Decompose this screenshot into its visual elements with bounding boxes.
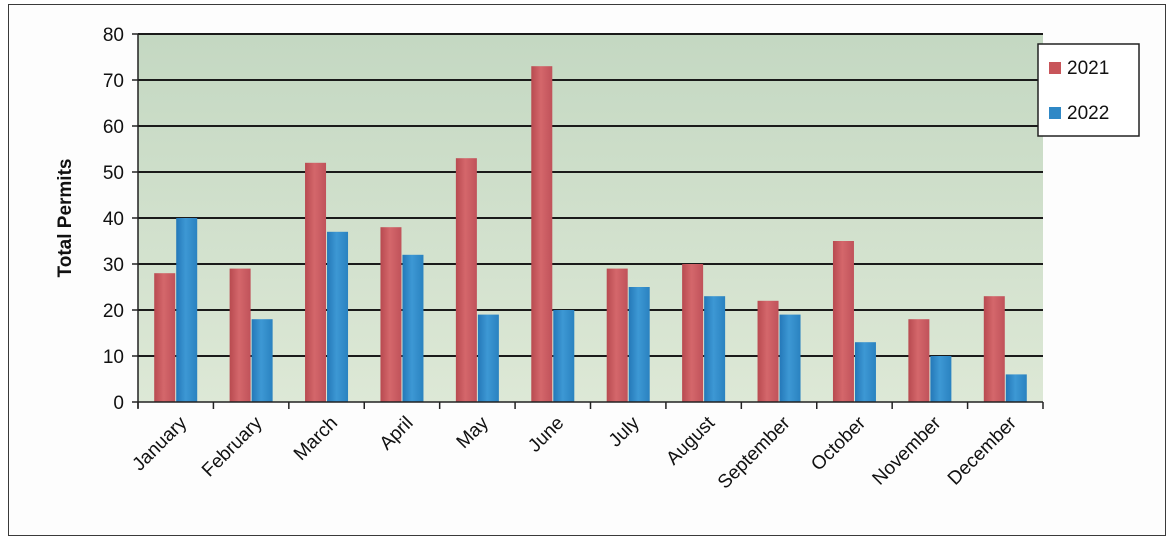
y-axis-label: Total Permits	[55, 159, 76, 278]
bar-2021-june	[531, 66, 553, 402]
legend-swatch-2021	[1049, 62, 1061, 74]
bar-2022-february	[251, 319, 273, 402]
y-tick-label: 60	[103, 117, 124, 138]
bar-2021-january	[154, 273, 176, 402]
bar-2022-march	[327, 231, 349, 402]
bar-2022-june	[553, 310, 575, 402]
y-tick-label: 20	[103, 301, 124, 322]
bar-2022-december	[1005, 374, 1027, 402]
bar-2021-july	[606, 268, 628, 402]
x-tick-label: December	[944, 412, 1021, 489]
x-tick-label: April	[376, 413, 418, 455]
bar-2021-may	[455, 158, 477, 402]
legend-box	[1037, 43, 1140, 137]
bar-2022-april	[402, 254, 424, 402]
bar-2021-october	[832, 241, 854, 402]
bar-2021-december	[983, 296, 1005, 402]
bar-2021-february	[229, 268, 251, 402]
bar-2021-august	[682, 264, 704, 402]
y-tick-label: 50	[103, 163, 124, 184]
bar-2022-november	[930, 356, 952, 402]
bar-2022-july	[628, 287, 650, 402]
x-tick-labels: January February March April May June July Augu…	[129, 412, 1022, 493]
bar-2022-august	[704, 296, 726, 402]
legend: 2021 2022	[1037, 43, 1140, 137]
y-tick-label: 10	[103, 347, 124, 368]
x-tick-label: June	[524, 413, 568, 457]
gridlines	[138, 33, 1043, 357]
x-tick-label: February	[198, 412, 267, 481]
y-tick-label: 0	[113, 393, 124, 414]
bar-2022-september	[779, 314, 801, 402]
bar-2021-march	[305, 162, 327, 402]
x-tick-label: January	[129, 412, 192, 475]
bar-2021-april	[380, 227, 402, 402]
x-tick-label: October	[807, 412, 870, 475]
legend-swatch-2022	[1049, 107, 1061, 119]
bar-2021-november	[908, 319, 930, 402]
bar-2022-may	[477, 314, 499, 402]
x-tick-label: May	[453, 412, 494, 453]
x-tick-label: September	[714, 412, 795, 493]
bar-2022-october	[854, 342, 876, 402]
x-tick-label: March	[290, 413, 342, 465]
legend-label-2022: 2022	[1067, 103, 1109, 124]
axes	[132, 33, 1044, 409]
y-tick-label: 80	[103, 25, 124, 46]
y-tick-labels: 0 10 20 30 40 50 60 70 80	[103, 25, 124, 414]
bar-2022-january	[176, 218, 198, 402]
bar-2021-september	[757, 300, 779, 402]
y-tick-label: 30	[103, 255, 124, 276]
bars	[154, 66, 1027, 402]
legend-label-2021: 2021	[1067, 58, 1109, 79]
x-tick-label: July	[605, 412, 644, 451]
x-tick-label: November	[869, 412, 946, 489]
x-tick-label: August	[662, 412, 719, 469]
y-tick-label: 70	[103, 71, 124, 92]
y-tick-label: 40	[103, 209, 124, 230]
